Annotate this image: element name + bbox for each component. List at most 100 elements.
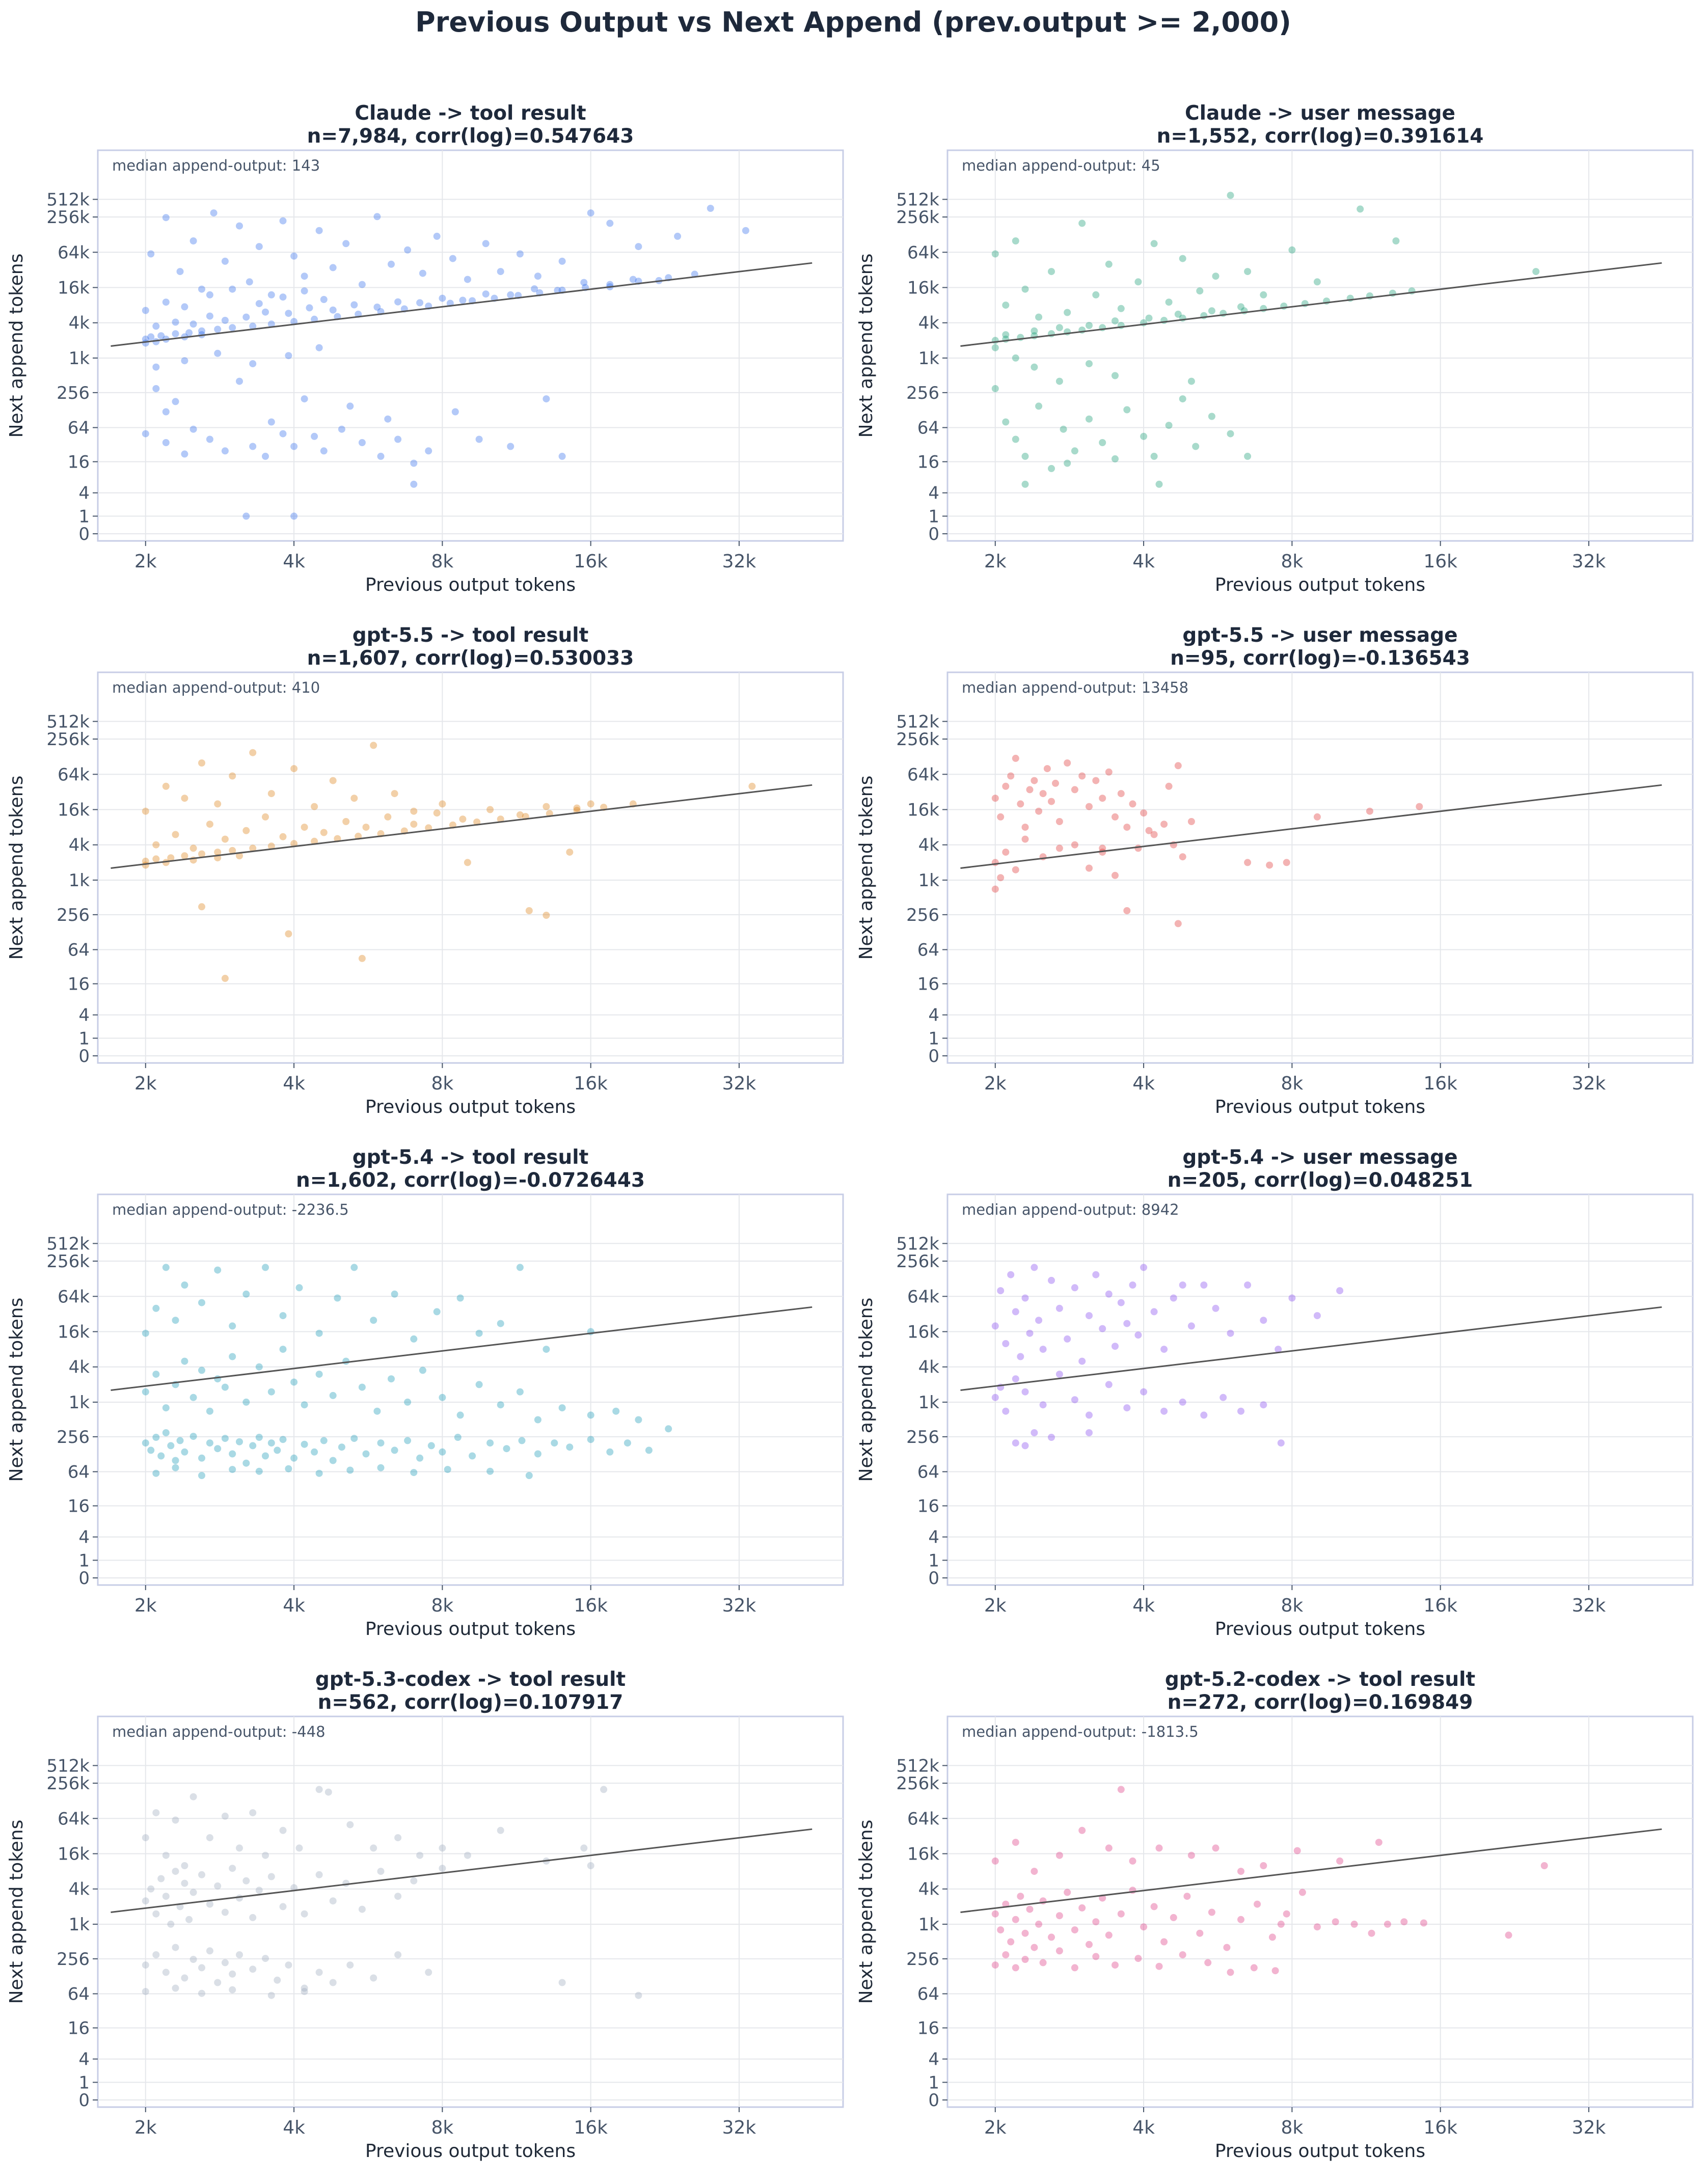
y-tick-label: 0 bbox=[78, 1046, 90, 1067]
scatter-point bbox=[157, 1875, 165, 1882]
scatter-point bbox=[1055, 818, 1063, 825]
y-tick-label: 256 bbox=[906, 383, 939, 403]
scatter-point bbox=[580, 1844, 588, 1852]
scatter-point bbox=[346, 1821, 354, 1828]
scatter-point bbox=[1007, 1271, 1015, 1278]
x-tick-label: 4k bbox=[1132, 1073, 1155, 1094]
y-tick-label: 4k bbox=[69, 835, 90, 856]
x-tick-label: 2k bbox=[134, 2117, 157, 2138]
scatter-point bbox=[1140, 1923, 1148, 1931]
scatter-point bbox=[1200, 1411, 1208, 1419]
panel-subtitle: n=272, corr(log)=0.169849 bbox=[1168, 1691, 1473, 1714]
scatter-point bbox=[416, 299, 424, 307]
y-tick-label: 1 bbox=[78, 1550, 90, 1571]
y-tick-label: 64 bbox=[917, 1984, 939, 2005]
x-tick-label: 2k bbox=[134, 1073, 157, 1094]
scatter-point bbox=[1140, 432, 1148, 440]
scatter-point bbox=[1160, 1346, 1168, 1353]
panel-title: gpt-5.5 -> user message bbox=[1182, 624, 1457, 647]
scatter-point bbox=[1420, 1919, 1427, 1927]
scatter-point bbox=[373, 304, 381, 311]
scatter-point bbox=[1092, 1953, 1100, 1960]
scatter-point bbox=[635, 243, 642, 251]
scatter-point bbox=[242, 827, 250, 834]
scatter-point bbox=[394, 1893, 402, 1900]
scatter-point bbox=[1017, 1353, 1024, 1360]
y-tick-label: 256k bbox=[46, 207, 90, 228]
scatter-point bbox=[1071, 1284, 1078, 1292]
y-tick-label: 0 bbox=[928, 524, 939, 544]
scatter-point bbox=[1375, 1839, 1383, 1846]
scatter-point bbox=[329, 777, 337, 784]
scatter-point bbox=[185, 329, 193, 337]
y-tick-label: 16 bbox=[68, 974, 90, 994]
y-tick-label: 1k bbox=[918, 870, 940, 891]
scatter-point bbox=[1099, 844, 1106, 852]
scatter-point bbox=[997, 874, 1005, 882]
scatter-point bbox=[162, 298, 170, 306]
scatter-point bbox=[262, 1851, 269, 1859]
scatter-point bbox=[172, 831, 179, 838]
scatter-point bbox=[167, 1442, 175, 1450]
scatter-point bbox=[162, 1893, 170, 1900]
scatter-point bbox=[1145, 314, 1153, 322]
scatter-point bbox=[606, 220, 614, 227]
scatter-point bbox=[1112, 813, 1119, 821]
scatter-point bbox=[152, 841, 160, 849]
y-tick-label: 512k bbox=[896, 189, 939, 210]
scatter-point bbox=[1092, 1271, 1100, 1278]
y-tick-label: 256 bbox=[906, 1949, 939, 1970]
scatter-point bbox=[329, 264, 337, 271]
y-tick-label: 512k bbox=[46, 1234, 90, 1254]
y-tick-label: 1 bbox=[78, 506, 90, 527]
scatter-point bbox=[1086, 864, 1093, 872]
scatter-point bbox=[1021, 1442, 1029, 1450]
y-tick-label: 256k bbox=[46, 729, 90, 750]
scatter-point bbox=[1112, 1343, 1119, 1350]
scatter-point bbox=[497, 1320, 504, 1327]
scatter-point bbox=[324, 1788, 332, 1796]
scatter-point bbox=[198, 1472, 205, 1479]
scatter-point bbox=[301, 395, 308, 403]
scatter-point bbox=[464, 1851, 471, 1859]
scatter-point bbox=[162, 1404, 170, 1412]
y-tick-label: 4k bbox=[918, 1357, 940, 1378]
y-tick-label: 16 bbox=[68, 2018, 90, 2038]
y-tick-label: 256 bbox=[57, 1427, 90, 1448]
panel-title: gpt-5.4 -> tool result bbox=[353, 1146, 589, 1169]
scatter-point bbox=[439, 1865, 446, 1872]
scatter-point bbox=[635, 1416, 642, 1424]
scatter-point bbox=[358, 1383, 366, 1391]
scatter-point bbox=[1048, 465, 1055, 472]
scatter-point bbox=[1017, 800, 1024, 808]
scatter-point bbox=[181, 1974, 188, 1982]
scatter-point bbox=[1035, 1920, 1043, 1928]
scatter-point bbox=[301, 1910, 308, 1918]
scatter-point bbox=[236, 852, 243, 860]
scatter-point bbox=[558, 257, 566, 265]
y-tick-label: 64 bbox=[68, 418, 90, 439]
scatter-point bbox=[1260, 1317, 1267, 1324]
y-tick-label: 1 bbox=[78, 1028, 90, 1049]
scatter-point bbox=[1039, 1959, 1047, 1967]
scatter-point bbox=[214, 325, 222, 333]
scatter-point bbox=[290, 840, 298, 848]
scatter-point bbox=[1105, 1844, 1113, 1852]
scatter-point bbox=[1035, 402, 1043, 410]
x-tick-label: 16k bbox=[574, 1073, 608, 1094]
scatter-point bbox=[350, 795, 358, 802]
panel-subtitle: n=1,602, corr(log)=-0.0726443 bbox=[296, 1169, 645, 1192]
panel-title: gpt-5.4 -> user message bbox=[1182, 1146, 1457, 1169]
scatter-point bbox=[1099, 439, 1106, 446]
scatter-point bbox=[279, 833, 287, 840]
scatter-point bbox=[1048, 268, 1055, 276]
x-tick-label: 8k bbox=[431, 2117, 453, 2138]
scatter-point bbox=[1117, 305, 1125, 312]
scatter-point bbox=[1078, 1904, 1086, 1912]
scatter-point bbox=[1123, 406, 1131, 414]
scatter-point bbox=[142, 339, 149, 347]
scatter-point bbox=[1035, 807, 1043, 815]
y-axis-label: Next append tokens bbox=[856, 1820, 877, 2004]
scatter-point bbox=[157, 332, 165, 340]
scatter-point bbox=[1212, 272, 1220, 280]
